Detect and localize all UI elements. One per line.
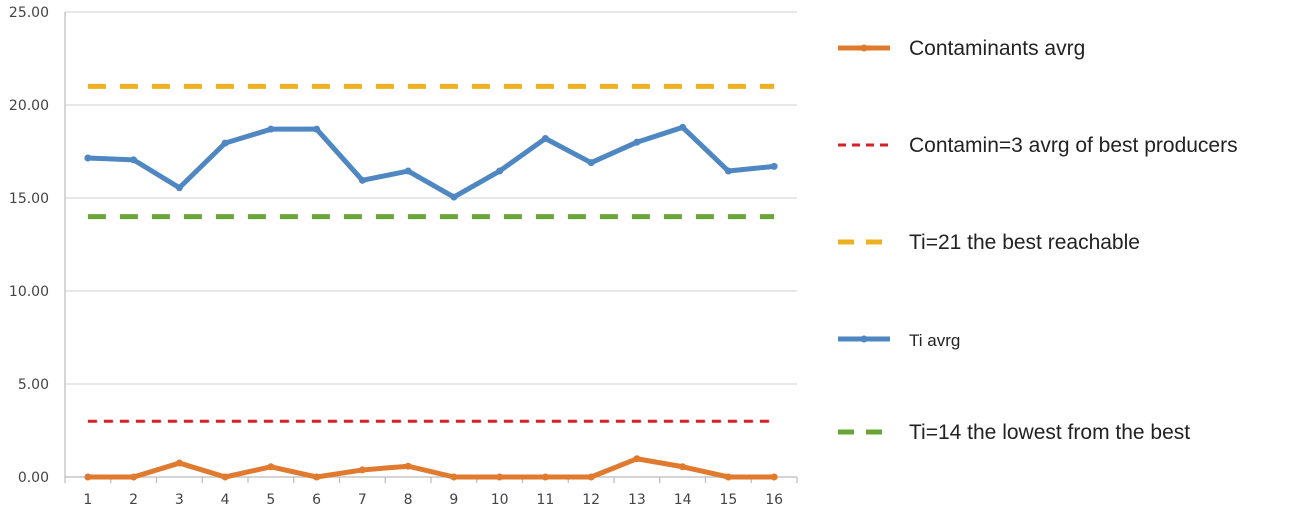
series-line-0 bbox=[88, 459, 774, 477]
x-tick-label-15: 15 bbox=[719, 492, 737, 508]
data-point-0-9 bbox=[496, 474, 503, 481]
data-point-3-0 bbox=[84, 155, 91, 162]
x-tick-label-11: 11 bbox=[536, 492, 554, 508]
data-point-3-7 bbox=[405, 168, 412, 175]
data-point-3-13 bbox=[679, 124, 686, 131]
y-tick-label-1: 5.00 bbox=[18, 377, 49, 393]
data-point-0-8 bbox=[450, 474, 457, 481]
data-point-3-2 bbox=[176, 184, 183, 191]
data-point-0-3 bbox=[222, 474, 229, 481]
legend-label-3: Ti avrg bbox=[909, 331, 960, 350]
series-group bbox=[84, 86, 777, 480]
data-point-0-10 bbox=[542, 474, 549, 481]
legend-marker-3 bbox=[861, 336, 868, 343]
x-tick-label-7: 7 bbox=[358, 492, 367, 508]
data-point-3-4 bbox=[267, 126, 274, 133]
legend-item-2: Ti=21 the best reachable bbox=[838, 231, 1140, 254]
data-point-3-9 bbox=[496, 168, 503, 175]
legend-label-2: Ti=21 the best reachable bbox=[909, 231, 1140, 254]
x-tick-label-13: 13 bbox=[628, 492, 646, 508]
x-tick-label-6: 6 bbox=[312, 492, 321, 508]
x-tick-label-3: 3 bbox=[175, 492, 184, 508]
legend-label-1: Contamin=3 avrg of best producers bbox=[909, 134, 1238, 157]
legend-item-0: Contaminants avrg bbox=[838, 37, 1085, 60]
data-point-0-13 bbox=[679, 463, 686, 470]
x-tick-label-5: 5 bbox=[266, 492, 275, 508]
y-tick-label-0: 0.00 bbox=[18, 470, 49, 486]
series-line-3 bbox=[88, 127, 774, 197]
data-point-0-12 bbox=[633, 455, 640, 462]
data-point-0-5 bbox=[313, 474, 320, 481]
data-point-3-3 bbox=[222, 140, 229, 147]
data-point-3-12 bbox=[633, 139, 640, 146]
data-point-3-1 bbox=[130, 156, 137, 163]
y-tick-label-5: 25.00 bbox=[9, 5, 49, 21]
data-point-0-0 bbox=[84, 474, 91, 481]
y-tick-label-2: 10.00 bbox=[9, 284, 49, 300]
x-tick-label-12: 12 bbox=[582, 492, 600, 508]
y-axis-tick-labels: 0.00 5.00 10.00 15.00 20.00 25.00 bbox=[9, 5, 49, 486]
x-tick-label-16: 16 bbox=[765, 492, 783, 508]
data-point-0-2 bbox=[176, 460, 183, 467]
x-tick-label-8: 8 bbox=[404, 492, 413, 508]
data-point-0-1 bbox=[130, 474, 137, 481]
series-3 bbox=[84, 124, 777, 201]
y-tick-label-4: 20.00 bbox=[9, 98, 49, 114]
data-point-0-7 bbox=[405, 463, 412, 470]
legend-item-1: Contamin=3 avrg of best producers bbox=[838, 134, 1238, 157]
x-tick-label-10: 10 bbox=[491, 492, 509, 508]
x-tick-label-2: 2 bbox=[129, 492, 138, 508]
data-point-3-15 bbox=[771, 163, 778, 170]
data-point-3-8 bbox=[450, 194, 457, 201]
legend-marker-0 bbox=[861, 45, 868, 52]
gridlines bbox=[65, 12, 797, 477]
data-point-3-14 bbox=[725, 168, 732, 175]
legend: Contaminants avrg Contamin=3 avrg of best… bbox=[838, 37, 1238, 444]
x-tick-label-4: 4 bbox=[221, 492, 230, 508]
x-axis-tick-labels: 1 2 3 4 5 6 7 8 9 10 11 12 13 14 15 16 bbox=[83, 492, 783, 508]
x-tick-label-9: 9 bbox=[449, 492, 458, 508]
x-tick-label-1: 1 bbox=[83, 492, 92, 508]
data-point-0-6 bbox=[359, 466, 366, 473]
data-point-3-10 bbox=[542, 135, 549, 142]
y-tick-label-3: 15.00 bbox=[9, 191, 49, 207]
axes bbox=[65, 12, 797, 483]
legend-item-3: Ti avrg bbox=[838, 331, 960, 350]
legend-item-4: Ti=14 the lowest from the best bbox=[838, 421, 1190, 444]
data-point-3-6 bbox=[359, 177, 366, 184]
data-point-0-4 bbox=[267, 463, 274, 470]
legend-label-4: Ti=14 the lowest from the best bbox=[909, 421, 1190, 444]
x-tick-label-14: 14 bbox=[674, 492, 692, 508]
data-point-0-11 bbox=[588, 474, 595, 481]
data-point-3-5 bbox=[313, 126, 320, 133]
data-point-0-14 bbox=[725, 474, 732, 481]
data-point-0-15 bbox=[771, 474, 778, 481]
data-point-3-11 bbox=[588, 159, 595, 166]
legend-label-0: Contaminants avrg bbox=[909, 37, 1085, 60]
